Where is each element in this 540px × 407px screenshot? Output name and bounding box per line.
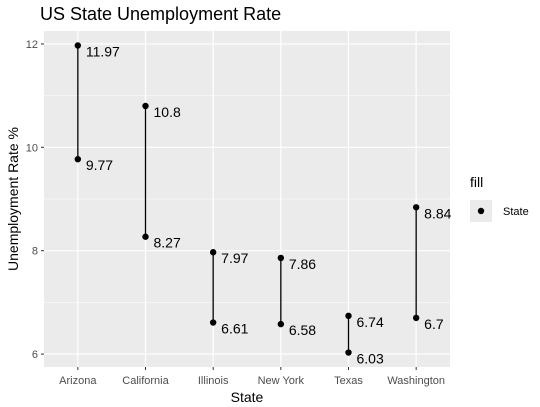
data-label: 10.8	[154, 104, 181, 120]
data-label: 6.61	[221, 321, 248, 337]
data-label: 8.84	[424, 205, 451, 221]
x-tick-label: Texas	[334, 375, 363, 387]
y-axis-ticks: 6 8 10 12	[26, 39, 44, 361]
data-point	[277, 320, 285, 328]
data-point	[74, 155, 82, 163]
data-label: 7.97	[221, 250, 248, 266]
data-point	[74, 42, 82, 49]
data-label: 7.86	[289, 256, 316, 272]
x-tick-label: Illinois	[198, 375, 229, 387]
y-tick-label: 8	[32, 246, 38, 258]
chart-title: US State Unemployment Rate	[40, 4, 281, 24]
data-label: 6.58	[289, 322, 316, 338]
x-tick-label: California	[122, 375, 169, 387]
data-label: 8.27	[154, 235, 181, 251]
data-point	[345, 312, 352, 320]
minor-gridlines	[44, 95, 450, 303]
data-label: 9.77	[86, 157, 113, 173]
x-tick-label: Washington	[387, 375, 445, 387]
data-labels: 9.77 8.27 6.61 6.58 6.03 6.7 11.97 10.8 7.97 7.86…	[86, 43, 452, 366]
data-point	[209, 249, 217, 256]
data-point	[142, 102, 149, 110]
y-tick-label: 10	[26, 142, 38, 154]
x-axis-title: State	[231, 389, 264, 405]
data-point	[142, 233, 149, 240]
legend: fill State	[470, 174, 529, 222]
data-label: 6.7	[424, 316, 444, 332]
data-label: 6.74	[357, 314, 384, 330]
x-tick-label: Arizona	[59, 375, 97, 387]
data-point	[412, 204, 420, 211]
data-point	[412, 314, 420, 322]
legend-entry-state: State	[503, 206, 529, 218]
data-label: 6.03	[357, 351, 384, 367]
data-point	[209, 319, 217, 326]
legend-key-point	[477, 207, 485, 215]
data-points	[74, 42, 420, 356]
y-axis-title: Unemployment Rate %	[5, 127, 21, 271]
y-tick-label: 12	[26, 39, 38, 51]
data-label: 11.97	[86, 43, 120, 59]
dumbbell-segments	[77, 45, 417, 353]
y-tick-label: 6	[32, 349, 38, 361]
x-tick-label: New York	[258, 375, 305, 387]
data-point	[345, 349, 352, 356]
x-axis-ticks: Arizona California Illinois New York Texas Wa…	[59, 367, 445, 387]
legend-title: fill	[470, 174, 483, 190]
data-point	[277, 254, 285, 262]
